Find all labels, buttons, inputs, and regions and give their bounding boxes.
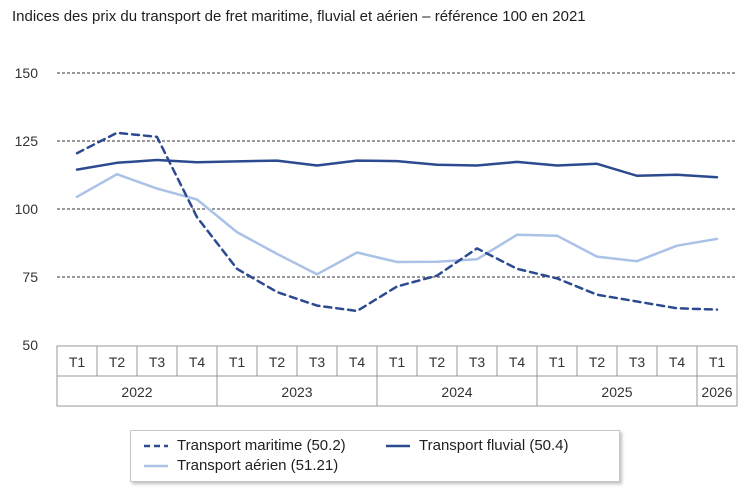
x-tick-label: T3 (149, 354, 166, 370)
solid-line-swatch-icon (386, 444, 410, 447)
light-line-swatch-icon (144, 464, 168, 467)
chart-title: Indices des prix du transport de fret ma… (12, 8, 586, 25)
x-tick-label: T2 (269, 354, 286, 370)
series-lines (75, 131, 719, 313)
x-tick-label: T2 (429, 354, 446, 370)
year-label: 2022 (121, 384, 152, 400)
year-label: 2026 (701, 384, 732, 400)
x-tick-label: T3 (309, 354, 326, 370)
x-tick-label: T4 (349, 354, 366, 370)
x-tick-label: T3 (629, 354, 646, 370)
legend-item-maritime: Transport maritime (50.2) (143, 437, 346, 454)
legend-label-fluvial: Transport fluvial (50.4) (419, 437, 569, 454)
x-tick-label: T1 (389, 354, 406, 370)
x-tick-label: T1 (549, 354, 566, 370)
year-label: 2025 (601, 384, 632, 400)
series-line-aerien (75, 172, 719, 276)
x-tick-label: T4 (509, 354, 526, 370)
chart-legend: Transport maritime (50.2) Transport fluv… (130, 430, 620, 482)
dashed-line-swatch-icon (144, 444, 168, 447)
x-axis: T1 T2 T3 T4 T1 T2 T3 T4 T1 T2 T3 T4 T1 T2 T3 T4 T1 2022 20… (56, 345, 738, 407)
y-tick-label: 50 (22, 337, 38, 353)
year-label: 2023 (281, 384, 312, 400)
y-tick-label: 150 (15, 65, 39, 81)
x-tick-label: T4 (669, 354, 686, 370)
gridlines (57, 72, 737, 278)
x-tick-label: T3 (469, 354, 486, 370)
x-tick-label: T2 (589, 354, 606, 370)
x-tick-label: T1 (69, 354, 86, 370)
y-tick-label: 100 (15, 201, 39, 217)
series-line-fluvial (75, 158, 719, 179)
year-label: 2024 (441, 384, 472, 400)
x-tick-label: T4 (189, 354, 206, 370)
legend-label-maritime: Transport maritime (50.2) (177, 437, 346, 454)
legend-item-fluvial: Transport fluvial (50.4) (385, 437, 569, 454)
y-axis-tick-labels: 50 75 100 125 150 (15, 65, 39, 353)
y-tick-label: 75 (22, 269, 38, 285)
legend-item-aerien: Transport aérien (51.21) (143, 457, 338, 474)
x-tick-label: T1 (229, 354, 246, 370)
x-tick-label: T2 (109, 354, 126, 370)
series-line-maritime (75, 131, 719, 313)
y-tick-label: 125 (15, 133, 39, 149)
legend-label-aerien: Transport aérien (51.21) (177, 457, 339, 474)
x-tick-label: T1 (709, 354, 726, 370)
